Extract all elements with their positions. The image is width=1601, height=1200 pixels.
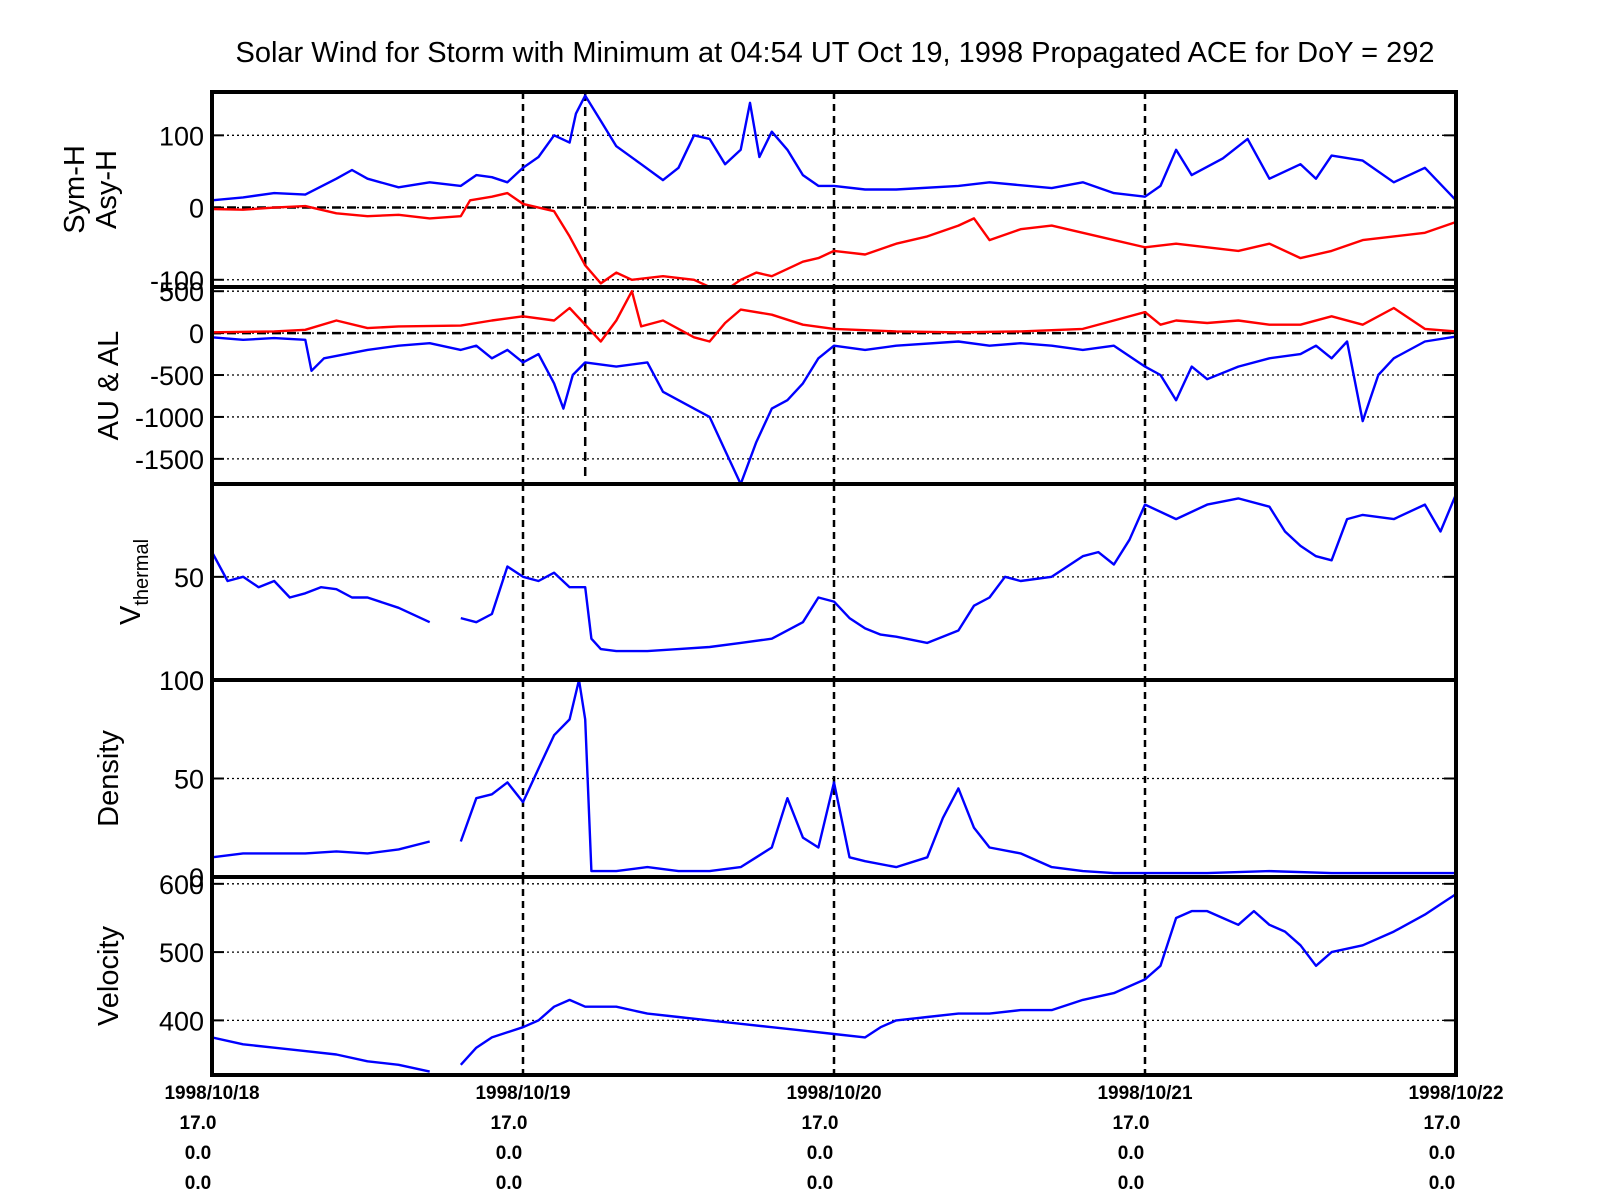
x-tick-label: 1998/10/20	[786, 1083, 881, 1104]
y-axis-label: Asy-H	[91, 150, 123, 229]
y-axis-label: Vthermal	[115, 539, 153, 625]
x-tick-label: 17.0	[491, 1113, 528, 1134]
x-tick-label: 0.0	[1118, 1173, 1144, 1194]
panel-aual: 500 0 -500 -1000 -1500 AU & AL	[93, 277, 1458, 486]
series-line-aual-1	[212, 290, 1456, 343]
y-tick-label: -1000	[135, 403, 204, 433]
y-axis-label: AU & AL	[93, 331, 125, 441]
x-axis-tick-labels: 1998/10/18 17.0 0.0 0.0 1998/10/19 17.0 0.0 0.0…	[164, 1083, 1503, 1194]
x-tick-label: 1998/10/22	[1408, 1083, 1503, 1104]
x-tick-label: 17.0	[1424, 1113, 1461, 1134]
series-line-symh-0	[212, 94, 1456, 202]
y-tick-label: -100	[150, 266, 204, 296]
y-axis-label: Sym-H	[59, 145, 91, 234]
y-tick-label: 600	[159, 870, 204, 900]
x-tick-label: 0.0	[807, 1173, 833, 1194]
panel-density: 100 50 0 Density	[93, 666, 1458, 893]
panel-vthermal: 50 0 Vthermal	[115, 482, 1458, 696]
y-tick-label: 0	[189, 666, 204, 696]
x-tick-label: 0.0	[807, 1143, 833, 1164]
x-tick-label: 0.0	[185, 1173, 211, 1194]
x-tick-label: 0.0	[496, 1173, 522, 1194]
x-tick-label: 1998/10/18	[164, 1083, 259, 1104]
x-tick-label: 0.0	[496, 1143, 522, 1164]
x-tick-label: 17.0	[1113, 1113, 1150, 1134]
series-line-density-0	[212, 680, 1456, 875]
x-tick-label: 0.0	[1118, 1143, 1144, 1164]
panel-symh: 100 0 -100 Sym-H Asy-H	[59, 90, 1458, 296]
y-axis-label-main: V	[115, 605, 147, 625]
y-tick-label: 500	[159, 938, 204, 968]
y-tick-label: 400	[159, 1006, 204, 1036]
y-axis-label: Velocity	[93, 926, 125, 1026]
y-axis-label-subscript: thermal	[131, 539, 153, 606]
x-tick-label: 0.0	[1429, 1173, 1455, 1194]
x-tick-label: 17.0	[180, 1113, 217, 1134]
y-tick-label: 0	[189, 863, 204, 893]
x-tick-label: 1998/10/21	[1097, 1083, 1193, 1104]
y-tick-label: 100	[159, 666, 204, 696]
x-tick-label: 1998/10/19	[475, 1083, 570, 1104]
y-tick-label: -500	[150, 361, 204, 391]
y-axis-label: Density	[93, 730, 125, 827]
y-tick-label: 100	[159, 121, 204, 151]
y-tick-label: 0	[189, 319, 204, 349]
series-line-symh-1	[212, 191, 1456, 287]
x-tick-label: 0.0	[185, 1143, 211, 1164]
y-tick-label: 0	[189, 194, 204, 224]
x-tick-label: 0.0	[1429, 1143, 1455, 1164]
chart-title: Solar Wind for Storm with Minimum at 04:…	[236, 37, 1435, 69]
series-line-velocity-0	[212, 893, 1456, 1073]
y-tick-label: 50	[174, 765, 204, 795]
y-tick-label: 500	[159, 277, 204, 307]
x-tick-label: 17.0	[802, 1113, 839, 1134]
series-line-vthermal-0	[212, 493, 1456, 653]
y-tick-label: 50	[174, 563, 204, 593]
panel-frame	[210, 875, 1458, 1077]
panel-velocity: 600 500 400 Velocity	[93, 870, 1458, 1077]
series-line-aual-0	[212, 335, 1456, 484]
y-tick-label: -1500	[135, 445, 204, 475]
